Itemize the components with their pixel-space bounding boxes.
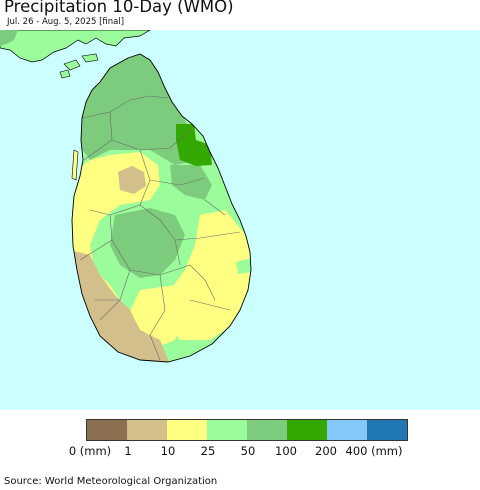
- legend-label-10: 10: [160, 444, 176, 458]
- source-credit: Source: World Meteorological Organizatio…: [4, 476, 218, 487]
- legend-label-0: 0 (mm): [68, 444, 112, 458]
- field-east-coast-25-50: [236, 258, 251, 274]
- legend-swatch-1-10: [127, 420, 167, 440]
- map-title: Precipitation 10-Day (WMO): [4, 0, 234, 16]
- color-legend: [86, 419, 408, 441]
- legend-swatch-50-100: [247, 420, 287, 440]
- legend-swatch-0-1: [87, 420, 127, 440]
- india-coast: [0, 30, 151, 63]
- sri-lanka-outline: [71, 53, 252, 363]
- field-east-50-100: [170, 165, 212, 200]
- map-svg: [0, 30, 480, 410]
- map-date-range: Jul. 26 - Aug. 5, 2025 [final]: [7, 17, 125, 27]
- legend-label-400: 400 (mm): [345, 444, 403, 458]
- legend-swatch-100-200: [287, 420, 327, 440]
- jaffna-islands: [59, 53, 99, 79]
- kalpitiya-peninsula: [71, 149, 79, 181]
- district-boundaries: [79, 95, 241, 361]
- legend-swatch-400-plus: [367, 420, 407, 440]
- legend-labels: 0 (mm) 1 10 25 50 100 200 400 (mm): [0, 444, 480, 458]
- legend-label-200: 200: [315, 444, 337, 458]
- india-coast-east: [0, 30, 18, 46]
- field-center-1-10: [118, 166, 146, 194]
- legend-label-50: 50: [240, 444, 256, 458]
- legend-label-25: 25: [200, 444, 216, 458]
- legend-swatch-10-25: [167, 420, 207, 440]
- legend-swatch-25-50: [207, 420, 247, 440]
- precipitation-map: [0, 30, 480, 410]
- legend-swatch-200-400: [327, 420, 367, 440]
- legend-label-1: 1: [124, 444, 132, 458]
- field-central-50-100: [110, 208, 185, 278]
- legend-label-100: 100: [275, 444, 297, 458]
- field-southeast-10-25: [165, 210, 251, 340]
